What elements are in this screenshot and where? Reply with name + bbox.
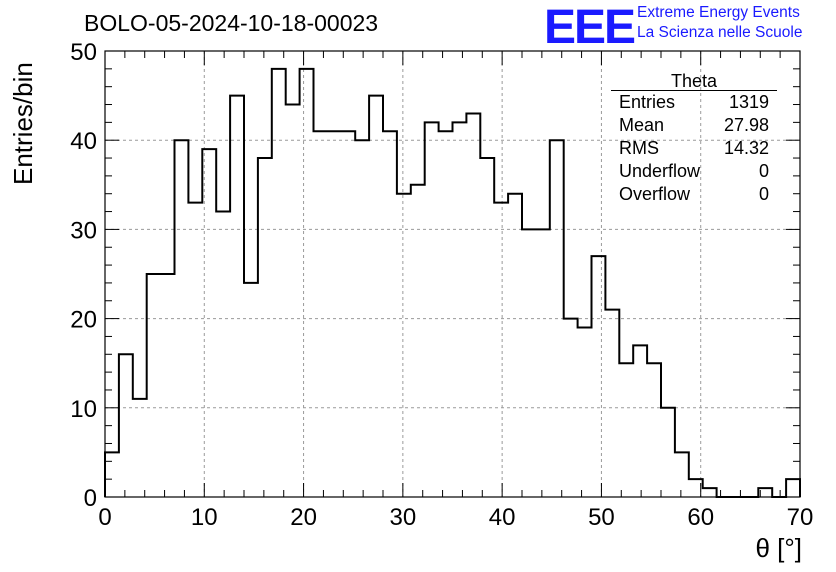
logo-line-2: La Scienza nelle Scuole xyxy=(637,24,803,41)
x-axis-label: θ [°] xyxy=(755,533,802,563)
logo-caption: Extreme Energy Events La Scienza nelle S… xyxy=(637,3,802,43)
histogram-bin xyxy=(703,488,717,497)
histogram-bin xyxy=(786,479,800,497)
stats-label: RMS xyxy=(619,138,659,158)
histogram-bin xyxy=(536,229,550,497)
y-tick-label: 50 xyxy=(70,39,97,66)
y-tick-label: 10 xyxy=(70,396,97,423)
histogram-bin xyxy=(480,158,494,497)
chart-title: BOLO-05-2024-10-18-00023 xyxy=(84,10,379,36)
y-axis-label: Entries/bin xyxy=(8,62,38,185)
histogram-bin xyxy=(633,345,647,497)
stats-row-overflow: Overflow 0 xyxy=(611,183,777,206)
stats-row-rms: RMS 14.32 xyxy=(611,137,777,160)
stats-value: 0 xyxy=(758,184,769,204)
histogram-bin xyxy=(383,131,397,497)
histogram-bin xyxy=(230,96,244,497)
logo-line-1: Extreme Energy Events xyxy=(637,4,800,21)
stats-label: Mean xyxy=(619,115,665,135)
histogram-bin xyxy=(258,158,272,497)
histogram-bin xyxy=(216,212,230,497)
histogram-bin xyxy=(619,363,633,497)
histogram-bin xyxy=(286,105,300,497)
y-tick-label: 20 xyxy=(70,307,97,334)
x-tick-label: 20 xyxy=(290,504,317,531)
histogram-bin xyxy=(397,194,411,497)
stats-row-mean: Mean 27.98 xyxy=(611,114,777,137)
histogram-bin xyxy=(522,229,536,497)
histogram-bin xyxy=(605,310,619,497)
histogram-bin xyxy=(661,408,675,497)
stats-box: Theta Entries 1319 Mean 27.98 RMS 14.32 … xyxy=(611,72,777,206)
histogram-bin xyxy=(453,122,467,497)
histogram-bin xyxy=(369,96,383,497)
eee-logo: EEE xyxy=(544,1,636,54)
stats-title: Theta xyxy=(611,72,777,91)
y-tick-label: 40 xyxy=(70,128,97,155)
histogram-bin xyxy=(314,131,328,497)
histogram-bin xyxy=(578,328,592,497)
histogram-bin xyxy=(327,131,341,497)
stats-value: 14.32 xyxy=(723,138,769,158)
histogram-bin xyxy=(494,203,508,497)
stats-label: Underflow xyxy=(619,161,701,181)
stats-value: 0 xyxy=(758,161,769,181)
histogram-bin xyxy=(341,131,355,497)
stats-label: Overflow xyxy=(619,184,691,204)
histogram-bin xyxy=(133,399,147,497)
stats-row-entries: Entries 1319 xyxy=(611,91,777,114)
y-tick-label: 0 xyxy=(84,485,97,512)
x-tick-label: 40 xyxy=(489,504,516,531)
stats-value: 1319 xyxy=(728,92,769,112)
histogram-bin xyxy=(147,274,161,497)
plot-frame xyxy=(104,50,801,498)
histogram-bin xyxy=(244,283,258,497)
histogram-bin xyxy=(105,452,119,497)
histogram-bin xyxy=(272,69,286,497)
histogram-bin xyxy=(175,140,189,497)
histogram-bin xyxy=(119,354,133,497)
histogram-bin xyxy=(647,363,661,497)
x-tick-label: 30 xyxy=(390,504,417,531)
histogram-bin xyxy=(425,122,439,497)
stats-row-underflow: Underflow 0 xyxy=(611,160,777,183)
histogram-bin xyxy=(300,69,314,497)
histogram-bin xyxy=(466,113,480,497)
histogram-outline xyxy=(104,67,801,498)
x-tick-label: 0 xyxy=(98,504,111,531)
y-tick-label: 30 xyxy=(70,217,97,244)
histogram-bin xyxy=(508,194,522,497)
histogram-bin xyxy=(439,131,453,497)
stats-label: Entries xyxy=(619,92,676,112)
histogram-bin xyxy=(411,185,425,497)
x-tick-label: 70 xyxy=(787,504,814,531)
histogram-bin xyxy=(188,203,202,497)
x-tick-label: 60 xyxy=(687,504,714,531)
histogram-bin xyxy=(161,274,175,497)
histogram-bin xyxy=(592,256,606,497)
stats-value: 27.98 xyxy=(723,115,769,135)
histogram-bin xyxy=(675,452,689,497)
x-tick-label: 10 xyxy=(191,504,218,531)
x-tick-label: 50 xyxy=(588,504,615,531)
